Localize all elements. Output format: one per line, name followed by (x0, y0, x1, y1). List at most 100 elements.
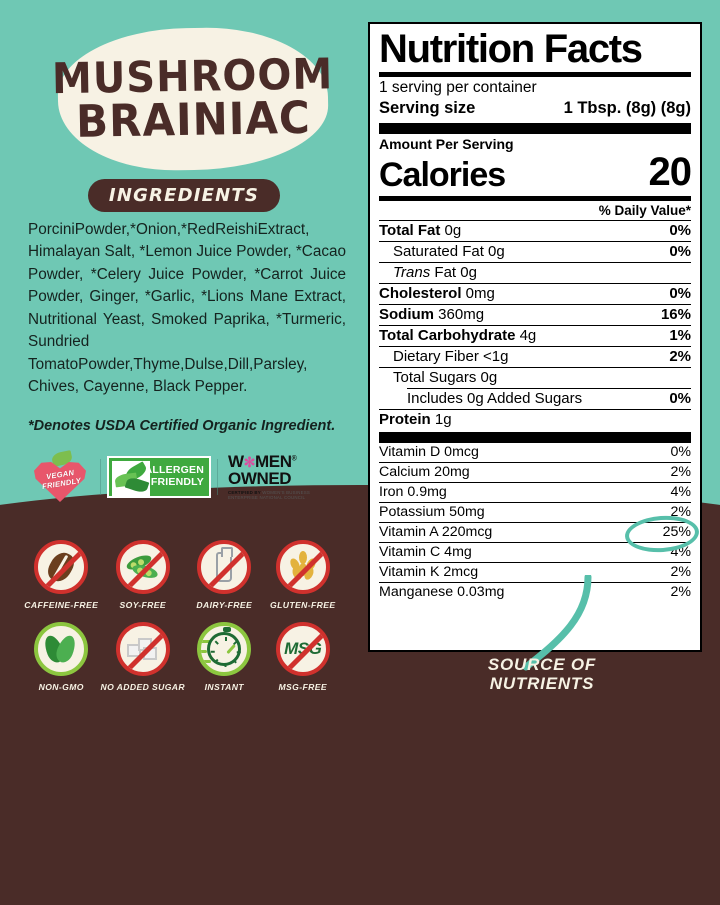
attribute-msg-free: MSG MSG-FREE (264, 622, 342, 692)
nutrient-name: Total Fat 0g (379, 222, 461, 239)
women-owned-line-1: W✻MEN® (228, 452, 318, 471)
attribute-no-added-sugar: NO ADDED SUGAR (100, 622, 185, 692)
nutrient-daily-value: 2% (669, 348, 691, 366)
divider (379, 521, 691, 523)
nutrient-label: Total Fat (379, 222, 441, 240)
nutrient-daily-value: 0% (669, 390, 691, 408)
women-owned-w: W (228, 452, 244, 471)
ingredients-heading-pill: INGREDIENTS (88, 179, 280, 212)
nutrition-facts-panel: Nutrition Facts 1 serving per container … (368, 22, 702, 652)
micronutrient-daily-value: 0% (670, 444, 691, 461)
certification-badges: VEGAN FRIENDLY ALLERGEN FRIENDLY W✻MEN® … (28, 450, 348, 502)
nutrient-amount: 0g (483, 243, 505, 261)
nutrient-row: Cholesterol 0mg 0% (379, 284, 691, 304)
nutrient-daily-value: 0% (669, 243, 691, 261)
nutrient-row: Protein 1g (379, 410, 691, 430)
attribute-dairy-free: DAIRY-FREE (185, 540, 263, 610)
micronutrient-row: Vitamin D 0mcg 0% (379, 443, 691, 462)
leaf-box-icon (112, 461, 150, 497)
micronutrient-name: Vitamin K 2mcg (379, 564, 479, 581)
micronutrient-daily-value: 4% (670, 544, 691, 561)
nutrient-label: Cholesterol (379, 285, 462, 303)
product-title-blob: MUSHROOM BRAINIAC (52, 25, 334, 173)
page-title-line-2: BRAINIAC (75, 91, 312, 148)
nutrient-label: Includes 0g Added Sugars (407, 390, 583, 408)
organic-ingredient-note: *Denotes USDA Certified Organic Ingredie… (28, 418, 336, 434)
divider (100, 459, 101, 495)
registered-mark: ® (291, 455, 297, 463)
micronutrient-name: Potassium 50mg (379, 504, 485, 521)
nutrient-label: Total Carbohydrate (379, 327, 516, 345)
divider (379, 431, 691, 443)
nutrient-row: Total Fat 0g 0% (379, 221, 691, 241)
nutrient-row: Trans Fat 0g (379, 263, 691, 283)
allergen-friendly-badge-label: ALLERGEN FRIENDLY (145, 464, 204, 489)
nutrient-name: Cholesterol 0mg (379, 285, 495, 302)
nutrient-name: Total Carbohydrate 4g (379, 327, 536, 344)
attribute-gluten-free: GLUTEN-FREE (264, 540, 342, 610)
serving-size-label: Serving size (379, 98, 476, 117)
no-msg-icon: MSG (275, 622, 330, 676)
micronutrient-row: Potassium 50mg 2% (379, 503, 691, 522)
nutrient-amount: Fat 0g (430, 264, 477, 282)
women-owned-fine-print: CERTIFIED BY WOMEN'S BUSINESS ENTERPRISE… (228, 490, 318, 500)
divider (379, 72, 691, 77)
attribute-non-gmo: NON-GMO (22, 622, 100, 692)
nutrient-row: Dietary Fiber <1g 2% (379, 347, 691, 367)
no-dairy-icon (197, 540, 252, 594)
divider (379, 324, 691, 326)
macronutrient-rows: Total Fat 0g 0% Saturated Fat 0g 0% Trans Fa… (379, 221, 691, 430)
divider (379, 303, 691, 305)
allergen-friendly-badge: ALLERGEN FRIENDLY (107, 456, 211, 498)
clock-hand-icon (226, 643, 236, 654)
callout-arrow-icon (522, 575, 592, 671)
women-owned-badge: W✻MEN® OWNED CERTIFIED BY WOMEN'S BUSINE… (224, 452, 318, 500)
nutrient-daily-value: 0% (669, 222, 691, 240)
micronutrient-row: Vitamin K 2mcg 2% (379, 563, 691, 582)
divider (217, 459, 218, 495)
nutrient-label: Trans (393, 264, 431, 282)
nutrient-name: Total Sugars 0g (393, 369, 497, 386)
vegan-friendly-badge: VEGAN FRIENDLY (28, 450, 94, 502)
divider (379, 561, 691, 563)
nutrient-name: Dietary Fiber <1g (393, 348, 508, 365)
micronutrient-row: Vitamin A 220mcg 25% (379, 513, 701, 555)
certified-by-label: CERTIFIED BY (228, 490, 261, 496)
attribute-instant: INSTANT (185, 622, 263, 692)
allergen-badge-line-2: FRIENDLY (150, 476, 204, 488)
divider (379, 366, 691, 368)
attribute-label: GLUTEN-FREE (270, 600, 336, 610)
nutrient-label: Saturated Fat (393, 243, 484, 261)
micronutrient-daily-value: 2% (670, 564, 691, 581)
women-owned-men: MEN (255, 452, 292, 471)
micronutrient-daily-value: 2% (670, 464, 691, 481)
instant-icon (197, 622, 252, 676)
callout-line-1: SOURCE OF (487, 655, 597, 674)
nutrient-amount: 1g (430, 411, 452, 429)
divider (379, 581, 691, 583)
nutrient-row: Total Carbohydrate 4g 1% (379, 326, 691, 346)
nutrient-amount: 360mg (434, 306, 485, 324)
micronutrient-row: Vitamin C 4mg 4% (379, 543, 691, 562)
nutrient-row: Total Sugars 0g (379, 368, 691, 388)
attribute-label: SOY-FREE (119, 600, 166, 610)
nutrient-name: Includes 0g Added Sugars (407, 390, 582, 407)
nutrient-row: Sodium 360mg 16% (379, 305, 691, 325)
nutrient-amount: <1g (478, 348, 509, 366)
micronutrient-row: Manganese 0.03mg 2% (379, 583, 691, 602)
calories-row: Calories 20 (379, 152, 692, 193)
attribute-label: INSTANT (204, 682, 244, 692)
attribute-label: DAIRY-FREE (196, 600, 253, 610)
divider (379, 541, 691, 543)
micronutrient-name: Manganese 0.03mg (379, 584, 505, 601)
divider (379, 408, 691, 410)
nutrient-label: Protein (379, 411, 431, 429)
daily-value-header: % Daily Value* (598, 202, 691, 218)
nutrient-label: Sodium (379, 306, 434, 324)
micronutrient-name: Vitamin C 4mg (379, 544, 472, 561)
attribute-soy-free: SOY-FREE (100, 540, 185, 610)
attribute-icon-grid: CAFFEINE-FREE SOY-FREE DAIRY-FREE (22, 540, 342, 692)
nutrient-name: Saturated Fat 0g (393, 243, 505, 260)
divider (379, 219, 691, 221)
nutrient-name: Trans Fat 0g (393, 264, 477, 281)
